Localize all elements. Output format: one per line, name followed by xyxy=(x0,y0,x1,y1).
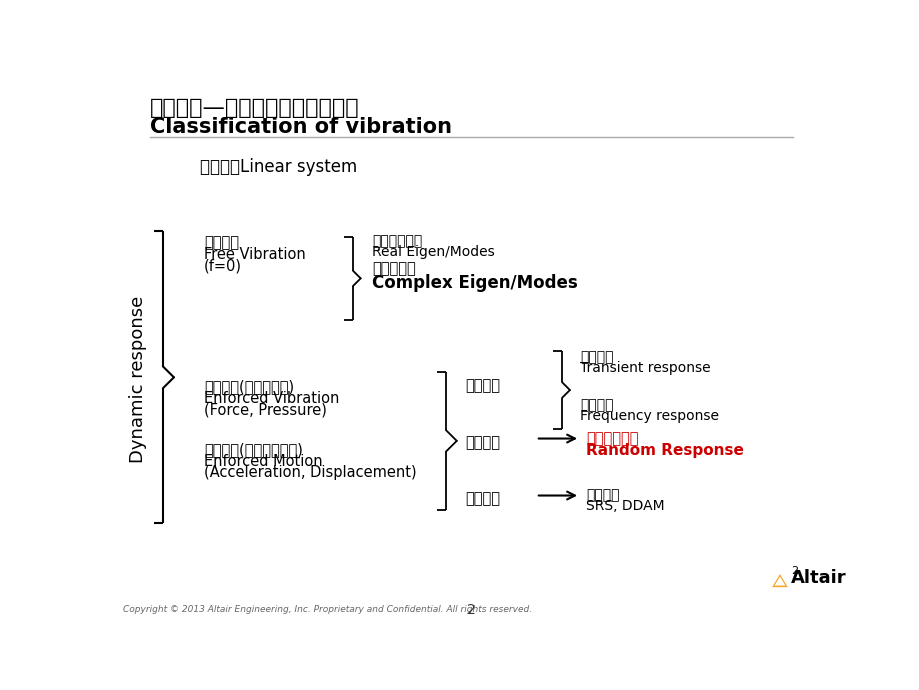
Text: 正则模态分析: 正则模态分析 xyxy=(372,234,422,248)
Text: 统计分析: 统计分析 xyxy=(465,435,500,451)
Text: Frequency response: Frequency response xyxy=(579,409,719,423)
Text: (Force, Pressure): (Force, Pressure) xyxy=(204,402,326,417)
Text: Altair: Altair xyxy=(790,569,845,587)
Text: 2: 2 xyxy=(467,602,475,617)
Text: Real Eigen/Modes: Real Eigen/Modes xyxy=(372,245,494,259)
Text: 强迫振动(外力、压强): 强迫振动(外力、压强) xyxy=(204,380,294,394)
Polygon shape xyxy=(774,576,785,586)
Text: Complex Eigen/Modes: Complex Eigen/Modes xyxy=(372,274,577,292)
Text: Dynamic response: Dynamic response xyxy=(129,295,147,463)
Text: Classification of vibration: Classification of vibration xyxy=(150,117,451,137)
Text: 2: 2 xyxy=(790,566,797,575)
Polygon shape xyxy=(771,574,787,587)
Text: 随机振动响应: 随机振动响应 xyxy=(585,432,638,446)
Text: Random Response: Random Response xyxy=(585,443,743,458)
Text: 自由振动: 自由振动 xyxy=(204,235,239,250)
Text: (f=0): (f=0) xyxy=(204,258,242,273)
Text: 峰值分析: 峰值分析 xyxy=(465,491,500,506)
Text: Enforced Motion: Enforced Motion xyxy=(204,454,323,469)
Text: SRS, DDAM: SRS, DDAM xyxy=(585,500,664,513)
Text: 频率响应: 频率响应 xyxy=(579,399,613,413)
Text: 响应谱等: 响应谱等 xyxy=(585,488,619,502)
Text: 精确分析: 精确分析 xyxy=(465,377,500,393)
Text: Free Vibration: Free Vibration xyxy=(204,247,305,262)
Text: 振动分类—按载荷形式和响应类型: 振动分类—按载荷形式和响应类型 xyxy=(150,98,359,118)
Text: 强迫运动(加速度、位移): 强迫运动(加速度、位移) xyxy=(204,442,302,457)
Text: (Acceleration, Displacement): (Acceleration, Displacement) xyxy=(204,466,416,480)
Text: 复模态分析: 复模态分析 xyxy=(372,262,415,277)
Text: Enforced Vibration: Enforced Vibration xyxy=(204,391,339,406)
Text: 线性系统Linear system: 线性系统Linear system xyxy=(200,158,357,176)
Text: 瞬态响应: 瞬态响应 xyxy=(579,350,613,364)
Text: Transient response: Transient response xyxy=(579,361,709,375)
Text: Copyright © 2013 Altair Engineering, Inc. Proprietary and Confidential. All righ: Copyright © 2013 Altair Engineering, Inc… xyxy=(122,605,531,614)
